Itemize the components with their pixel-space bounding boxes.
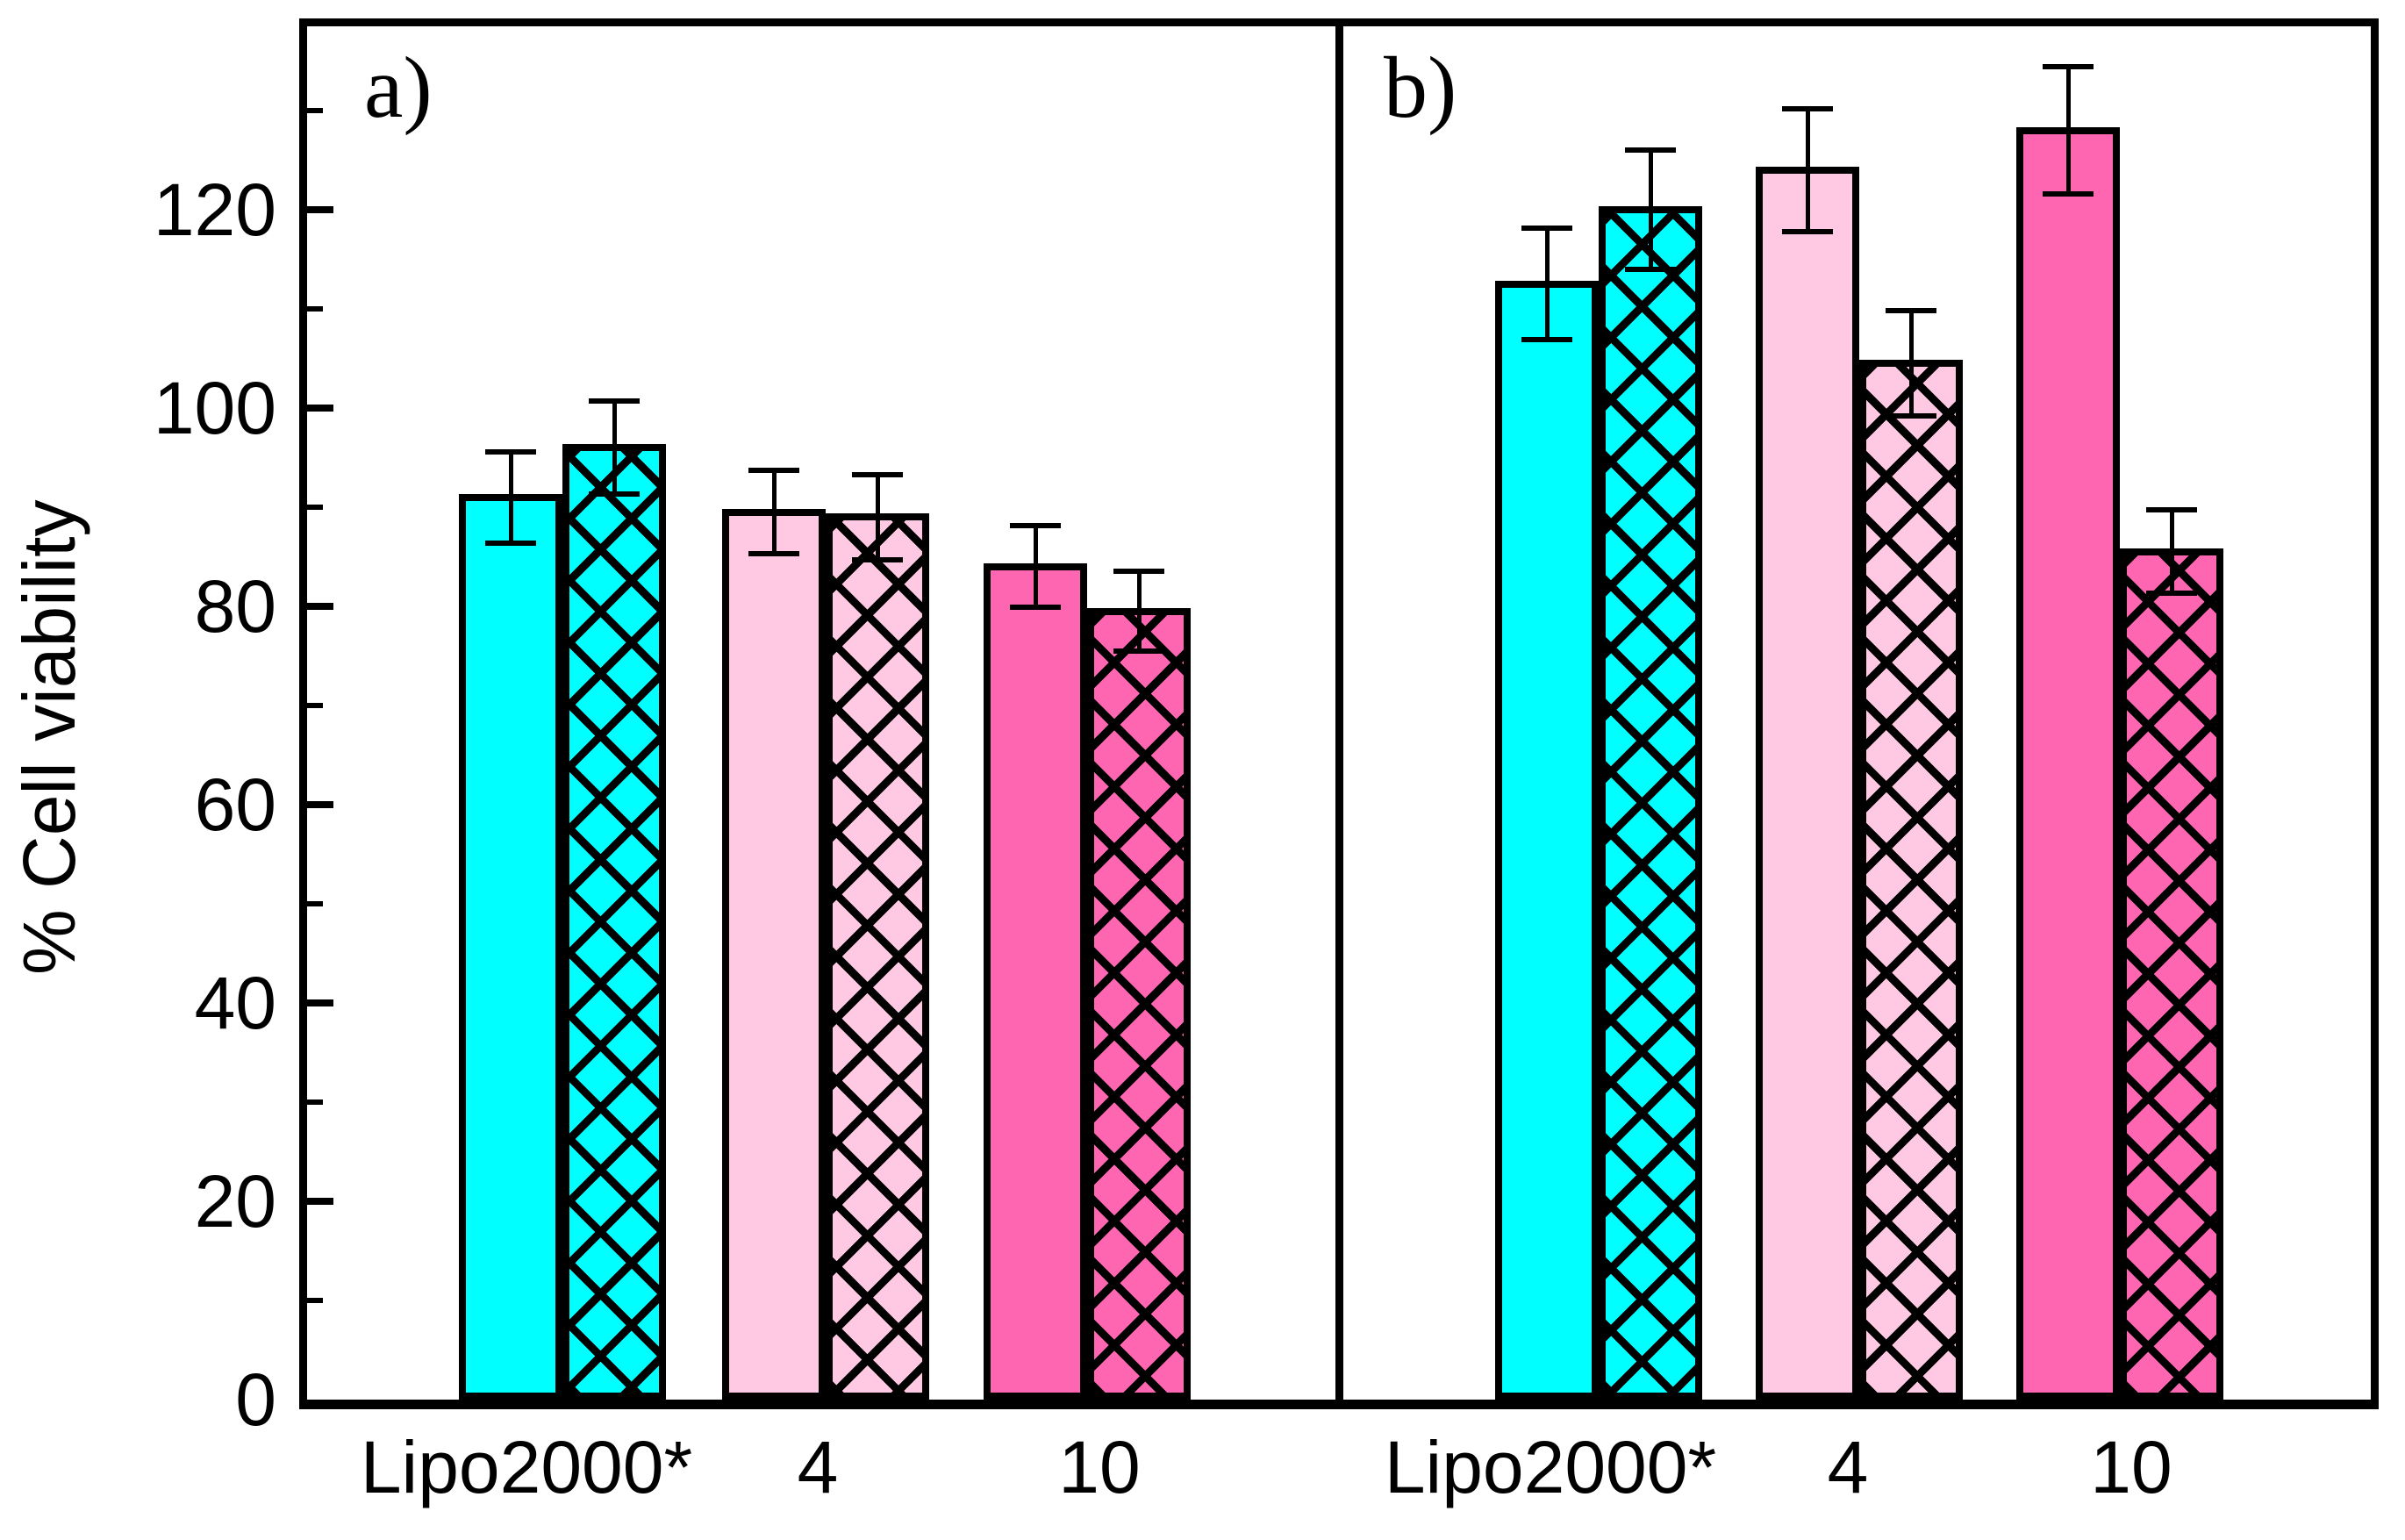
error-bar-line <box>2065 67 2071 194</box>
y-minor-tick <box>307 108 323 113</box>
error-bar-cap-top <box>1782 105 1833 111</box>
error-bar-cap-bottom <box>485 540 536 546</box>
error-bar-cap-bottom <box>1010 605 1061 611</box>
error-bar-line <box>1544 228 1550 340</box>
error-bar-line <box>1136 571 1142 651</box>
panel-letter-a: a) <box>364 39 433 136</box>
error-bar-line <box>1805 108 1810 232</box>
bar-a-10-hatched <box>1087 607 1191 1400</box>
y-tick-label-100: 100 <box>153 367 276 449</box>
bar-b-10-solid <box>2016 126 2120 1400</box>
y-tick-label-80: 80 <box>194 565 276 648</box>
bar-a-lipo2000-hatched <box>562 444 666 1400</box>
error-bar-line <box>612 401 617 495</box>
panel-letter-b: b) <box>1384 39 1457 136</box>
x-category-label-b-lipo2000: Lipo2000* <box>1384 1426 1717 1508</box>
error-bar-cap-top <box>748 468 799 474</box>
error-bar-cap-bottom <box>2043 190 2094 197</box>
bar-b-lipo2000-solid <box>1495 280 1599 1400</box>
bar-b-4-solid <box>1756 166 1859 1400</box>
error-bar-cap-top <box>2043 64 2094 70</box>
y-minor-tick <box>307 505 323 510</box>
y-major-tick <box>307 801 333 808</box>
x-category-label-b-4: 4 <box>1827 1426 1869 1508</box>
y-major-tick <box>307 603 333 610</box>
y-major-tick <box>307 405 333 412</box>
y-minor-tick <box>307 703 323 708</box>
y-tick-label-20: 20 <box>194 1160 276 1243</box>
bar-a-lipo2000-solid <box>459 493 562 1400</box>
error-bar-cap-bottom <box>2146 591 2197 597</box>
error-bar-cap-bottom <box>1625 266 1676 272</box>
error-bar-cap-top <box>2146 507 2197 513</box>
error-bar-cap-bottom <box>589 491 640 498</box>
y-tick-label-0: 0 <box>235 1358 276 1441</box>
bar-b-4-hatched <box>1859 360 1963 1400</box>
y-tick-label-120: 120 <box>153 168 276 251</box>
y-minor-tick <box>307 306 323 312</box>
y-tick-label-40: 40 <box>194 962 276 1044</box>
x-category-label-a-10: 10 <box>1058 1426 1141 1508</box>
error-bar-line <box>1908 311 1914 417</box>
error-bar-line <box>771 470 777 555</box>
error-bar-line <box>875 474 880 560</box>
y-minor-tick <box>307 1099 323 1105</box>
panel-divider <box>1335 26 1343 1400</box>
error-bar-cap-bottom <box>852 556 903 562</box>
error-bar-cap-top <box>1010 523 1061 529</box>
error-bar-cap-top <box>485 448 536 455</box>
error-bar-cap-top <box>1886 308 1936 314</box>
bar-a-4-solid <box>722 508 826 1400</box>
error-bar-cap-bottom <box>748 551 799 557</box>
error-bar-cap-top <box>1625 147 1676 154</box>
y-minor-tick <box>307 901 323 906</box>
error-bar-cap-top <box>589 398 640 405</box>
x-category-label-a-4: 4 <box>797 1426 839 1508</box>
y-minor-tick <box>307 1298 323 1303</box>
x-category-label-b-10: 10 <box>2090 1426 2172 1508</box>
error-bar-cap-top <box>1521 226 1572 232</box>
error-bar-cap-top <box>852 471 903 477</box>
bar-a-4-hatched <box>826 513 929 1400</box>
error-bar-line <box>1033 526 1038 608</box>
y-major-tick <box>307 999 333 1006</box>
error-bar-cap-top <box>1113 569 1164 575</box>
error-bar-line <box>508 451 513 543</box>
bar-b-10-hatched <box>2120 548 2223 1400</box>
plot-area <box>299 18 2379 1409</box>
y-major-tick <box>307 206 333 213</box>
error-bar-cap-bottom <box>1521 337 1572 343</box>
y-major-tick <box>307 1198 333 1205</box>
bar-a-10-solid <box>984 562 1087 1400</box>
error-bar-line <box>2169 510 2174 594</box>
error-bar-line <box>1648 150 1653 269</box>
error-bar-cap-bottom <box>1113 648 1164 654</box>
y-tick-label-60: 60 <box>194 763 276 846</box>
error-bar-cap-bottom <box>1782 228 1833 234</box>
bar-b-lipo2000-hatched <box>1599 206 1702 1400</box>
x-category-label-a-lipo2000: Lipo2000* <box>360 1426 693 1508</box>
error-bar-cap-bottom <box>1886 413 1936 419</box>
